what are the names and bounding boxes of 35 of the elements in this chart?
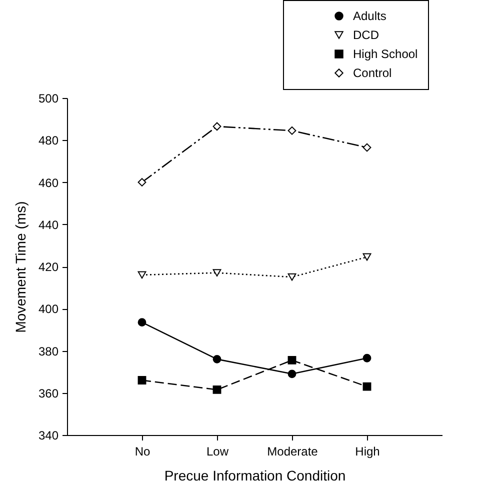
point xyxy=(212,386,222,394)
point xyxy=(362,382,372,391)
legend-label: Adults xyxy=(353,9,386,23)
point xyxy=(138,376,146,384)
y-tick-label: 340 xyxy=(38,428,59,442)
x-tick-label: High xyxy=(355,444,380,458)
y-tick-label: 480 xyxy=(38,134,59,148)
point xyxy=(288,273,296,281)
point xyxy=(212,269,222,277)
y-tick-label: 400 xyxy=(38,302,59,316)
point xyxy=(288,126,296,135)
y-tick-label: 440 xyxy=(38,218,59,232)
x-tick-label: Moderate xyxy=(267,444,318,458)
point xyxy=(288,356,296,364)
point xyxy=(138,178,146,186)
y-tick-label: 420 xyxy=(38,260,59,274)
point xyxy=(288,370,296,378)
point xyxy=(138,271,146,279)
legend-label: DCD xyxy=(353,28,380,42)
y-tick-label: 360 xyxy=(38,386,59,400)
legend-label: Control xyxy=(353,66,392,80)
point xyxy=(212,122,222,131)
point xyxy=(212,354,222,364)
x-axis-title: Precue Information Condition xyxy=(164,468,346,484)
y-tick-label: 380 xyxy=(38,344,59,358)
y-axis-title: Movement Time (ms) xyxy=(12,201,28,333)
legend-label: High School xyxy=(353,47,418,61)
x-tick-label: Low xyxy=(206,444,229,458)
x-tick-label: No xyxy=(134,444,150,458)
y-tick-label: 500 xyxy=(38,92,59,106)
point xyxy=(362,253,372,261)
point xyxy=(138,318,146,327)
point xyxy=(362,354,372,362)
y-tick-label: 460 xyxy=(38,176,59,190)
point xyxy=(362,143,372,152)
